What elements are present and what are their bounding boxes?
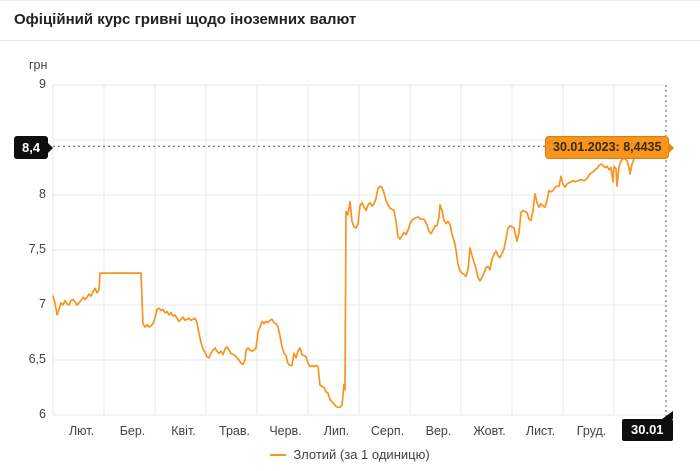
- x-tick-label: Бер.: [119, 424, 146, 438]
- x-tick-label: Черв.: [269, 424, 302, 438]
- x-tick-label: Квіт.: [171, 424, 196, 438]
- x-tick-label: Серп.: [370, 424, 405, 438]
- title-separator: [0, 40, 700, 41]
- y-axis-unit-label: грн: [29, 58, 48, 72]
- x-tick-label: Вер.: [425, 424, 452, 438]
- x-tick-label: Лип.: [323, 424, 350, 438]
- chart-tooltip: 30.01.2023: 8,4435: [545, 136, 675, 159]
- y-tick-label: 9: [39, 77, 46, 91]
- chart-legend[interactable]: Злотий (за 1 одиницю): [0, 447, 700, 462]
- y-tick-label: 7: [39, 297, 46, 311]
- y-tick-label: 6: [39, 407, 46, 421]
- y-tick-label: 6,5: [28, 352, 46, 366]
- x-tick-label: Лют.: [68, 424, 95, 438]
- x-tick-label: Жовт.: [473, 424, 506, 438]
- y-tick-label: 8: [39, 187, 46, 201]
- legend-label: Злотий (за 1 одиницю): [293, 447, 430, 462]
- y-tick-label: 7,5: [28, 242, 46, 256]
- legend-line-icon: [270, 453, 287, 456]
- x-crosshair-tag: 30.01: [622, 411, 673, 441]
- y-crosshair-tag: 8,4: [14, 136, 54, 159]
- x-tick-label: Трав.: [219, 424, 250, 438]
- page-title: Офіційний курс гривні щодо іноземних вал…: [14, 11, 357, 28]
- x-tick-label: Лист.: [525, 424, 556, 438]
- x-tick-label: Груд.: [576, 424, 607, 438]
- series-line-zloty[interactable]: [52, 145, 663, 409]
